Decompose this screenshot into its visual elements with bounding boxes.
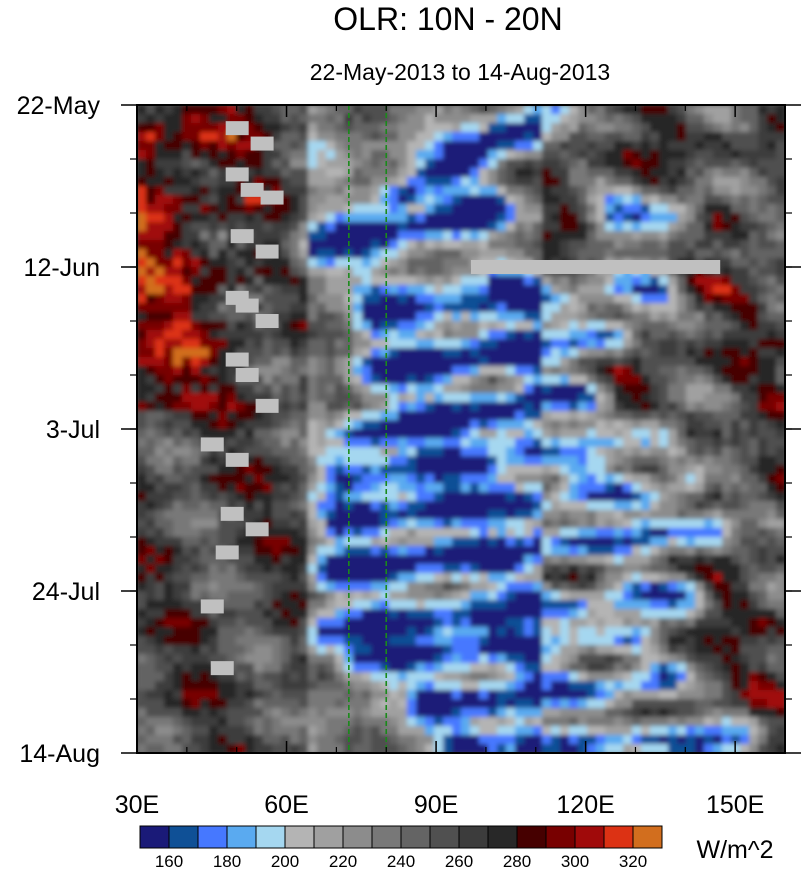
missing-data-cell (200, 599, 224, 614)
missing-data-cell (235, 298, 259, 313)
colorbar-label: 320 (619, 852, 647, 869)
colorbar-swatch (226, 825, 257, 849)
missing-data-cell (225, 121, 249, 136)
colorbar: 160 180 200 220 240 260 280 300 320 (139, 825, 663, 869)
y-tick-label: 12-Jun (24, 254, 100, 282)
missing-data-cell (240, 182, 264, 197)
colorbar-label: 240 (387, 852, 415, 869)
colorbar-label: 220 (329, 852, 357, 869)
colorbar-swatch (632, 825, 663, 849)
y-tick-label: 3-Jul (46, 416, 100, 444)
missing-data-cell (255, 314, 279, 328)
missing-data-cell (210, 661, 234, 676)
reference-lines (348, 105, 388, 753)
missing-data-cell (225, 452, 249, 467)
colorbar-swatch (545, 825, 576, 849)
missing-data-cell (225, 167, 249, 182)
colorbar-units: W/m^2 (696, 836, 773, 864)
x-tick-label: 60E (264, 791, 308, 819)
missing-data-cell (225, 352, 249, 367)
colorbar-label: 160 (155, 852, 183, 869)
axes: 30E 60E 90E 120E 150E 22-May 12-Jun 3-Jul 24-Jul… (17, 92, 801, 819)
olr-field (137, 105, 785, 753)
colorbar-label: 200 (271, 852, 299, 869)
missing-data-cell (215, 545, 239, 560)
missing-data-cell (220, 506, 244, 521)
colorbar-swatch (284, 825, 315, 849)
colorbar-label: 180 (213, 852, 241, 869)
x-tick-label: 150E (706, 791, 764, 819)
colorbar-swatch (255, 825, 286, 849)
missing-data-cell (230, 229, 254, 244)
missing-data-cell (235, 368, 259, 382)
missing-data-cell (260, 190, 284, 205)
y-tick-label: 22-May (17, 92, 101, 120)
colorbar-swatch (168, 825, 199, 849)
y-tick-label: 24-Jul (32, 578, 100, 606)
missing-data-cell (255, 398, 279, 413)
chart-subtitle: 22-May-2013 to 14-Aug-2013 (310, 59, 610, 85)
colorbar-swatch (342, 825, 373, 849)
missing-data-cell (250, 136, 274, 151)
colorbar-swatch (458, 825, 489, 849)
colorbar-swatch (429, 825, 460, 849)
y-tick-label: 14-Aug (19, 740, 100, 768)
colorbar-swatch (313, 825, 344, 849)
missing-data-cell (255, 244, 279, 259)
colorbar-swatch (603, 825, 634, 849)
colorbar-swatch (574, 825, 605, 849)
colorbar-label: 300 (561, 852, 589, 869)
colorbar-swatch (197, 825, 228, 849)
colorbar-swatch (400, 825, 431, 849)
missing-data-cell (245, 522, 269, 537)
x-tick-label: 30E (115, 791, 159, 819)
colorbar-swatch (139, 825, 170, 849)
x-tick-label: 120E (556, 791, 614, 819)
colorbar-label: 260 (445, 852, 473, 869)
colorbar-swatch (487, 825, 518, 849)
x-tick-label: 90E (414, 791, 458, 819)
missing-data-cell (200, 437, 224, 452)
chart-title: OLR: 10N - 20N (333, 1, 562, 37)
colorbar-swatch (371, 825, 402, 849)
colorbar-swatch (516, 825, 547, 849)
colorbar-label: 280 (503, 852, 531, 869)
